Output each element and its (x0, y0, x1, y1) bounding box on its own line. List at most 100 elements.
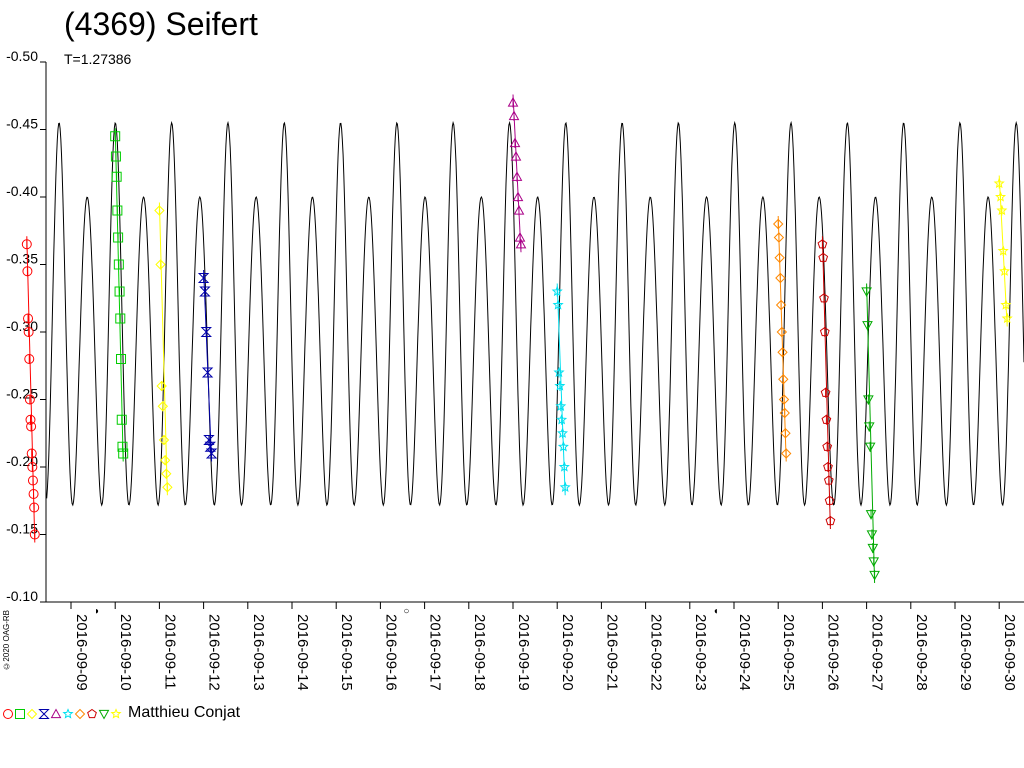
y-tick-label: -0.45 (6, 116, 38, 132)
chart-title: (4369) Seifert (64, 6, 258, 42)
x-tick-label: 2016-09-12 (206, 614, 223, 691)
x-tick-label: 2016-09-28 (913, 614, 930, 691)
data-point (114, 286, 125, 297)
x-tick-label: 2016-09-10 (117, 614, 134, 691)
series-trend-line (158, 202, 168, 496)
series-2016-09-11 (154, 202, 173, 496)
y-tick-label: -0.25 (6, 386, 38, 402)
chart-axes: -0.50 -0.45 -0.40 -0.35 -0.30 -0.25 -0.20 -0.15… (6, 48, 1024, 691)
legend-marker (87, 708, 97, 719)
data-point (819, 326, 830, 337)
data-point (26, 448, 37, 459)
data-point (861, 287, 872, 298)
x-tick-label: 2016-09-09 (73, 614, 90, 691)
data-point (117, 441, 128, 452)
data-point (113, 259, 124, 270)
data-point (158, 434, 170, 446)
x-tick-label: 2016-09-14 (294, 614, 311, 691)
y-tick-label: -0.40 (6, 183, 38, 199)
data-point (556, 413, 568, 425)
data-point (115, 313, 126, 324)
data-point (993, 177, 1005, 189)
data-point (26, 421, 37, 432)
y-tick-label: -0.30 (6, 318, 38, 334)
data-points-layer (21, 94, 1013, 584)
data-point (775, 272, 786, 284)
legend-marker (74, 708, 86, 720)
x-tick-label: 2016-09-23 (692, 614, 709, 691)
legend-marker (110, 708, 122, 719)
moon-phase-icon: ◖ (713, 606, 719, 617)
legend-marker (3, 709, 13, 719)
series-2016-09-08 (21, 236, 40, 543)
x-tick-label: 2016-09-24 (736, 614, 753, 691)
y-tick-label: -0.15 (6, 521, 38, 537)
data-point (24, 394, 35, 405)
data-point (773, 232, 785, 243)
data-point (862, 321, 873, 331)
data-point (155, 259, 166, 270)
data-point (555, 400, 567, 411)
data-point (778, 374, 789, 385)
data-point (820, 387, 831, 397)
data-point (29, 529, 40, 540)
data-point (205, 448, 218, 459)
legend-marker (15, 709, 25, 719)
data-point (203, 435, 215, 445)
legend-marker (38, 709, 50, 719)
data-point (204, 441, 216, 452)
data-point (772, 218, 784, 230)
data-point (511, 171, 523, 181)
series-2016-09-12 (197, 269, 218, 462)
moon-phase-icon: ◗ (94, 606, 100, 617)
data-point (199, 286, 211, 297)
data-point (157, 401, 169, 412)
data-point (112, 205, 123, 216)
data-point (553, 366, 565, 378)
x-tick-label: 2016-09-16 (382, 614, 399, 691)
data-point (559, 481, 571, 492)
data-point (512, 191, 524, 202)
data-point (823, 475, 834, 485)
data-point (997, 245, 1009, 256)
data-point (161, 468, 172, 479)
x-tick-label: 2016-09-30 (1001, 614, 1018, 691)
data-point (110, 151, 121, 162)
series-2016-09-10 (110, 128, 129, 462)
series-2016-09-26 (817, 236, 836, 530)
legend-markers (3, 708, 122, 720)
data-point (508, 110, 520, 121)
chart-period-label: T=1.27386 (64, 51, 132, 67)
data-point (778, 394, 790, 405)
data-point (515, 238, 527, 249)
data-point (1001, 312, 1013, 324)
data-point (27, 475, 38, 486)
x-tick-label: 2016-09-19 (515, 614, 532, 691)
data-point (113, 232, 124, 243)
data-point (866, 530, 878, 541)
series-2016-09-27 (861, 283, 880, 584)
data-point (1000, 299, 1012, 310)
x-tick-label: 2016-09-25 (780, 614, 797, 691)
data-point (558, 461, 570, 472)
data-point (111, 171, 122, 182)
data-point (777, 347, 788, 358)
legend-marker (26, 708, 38, 720)
moon-phase-icon: ○ (403, 606, 409, 617)
data-point (868, 557, 880, 568)
data-point (23, 327, 34, 337)
data-point (200, 327, 212, 337)
y-tick-label: -0.50 (6, 48, 38, 64)
data-point (776, 326, 788, 338)
data-point (780, 448, 792, 459)
data-point (818, 252, 829, 262)
data-point (162, 482, 173, 493)
data-point (24, 354, 35, 364)
data-point (999, 265, 1011, 276)
x-tick-label: 2016-09-29 (957, 614, 974, 691)
data-point (774, 252, 785, 263)
data-point (864, 442, 876, 453)
y-tick-label: -0.35 (6, 251, 38, 267)
series-2016-09-25 (772, 215, 792, 462)
